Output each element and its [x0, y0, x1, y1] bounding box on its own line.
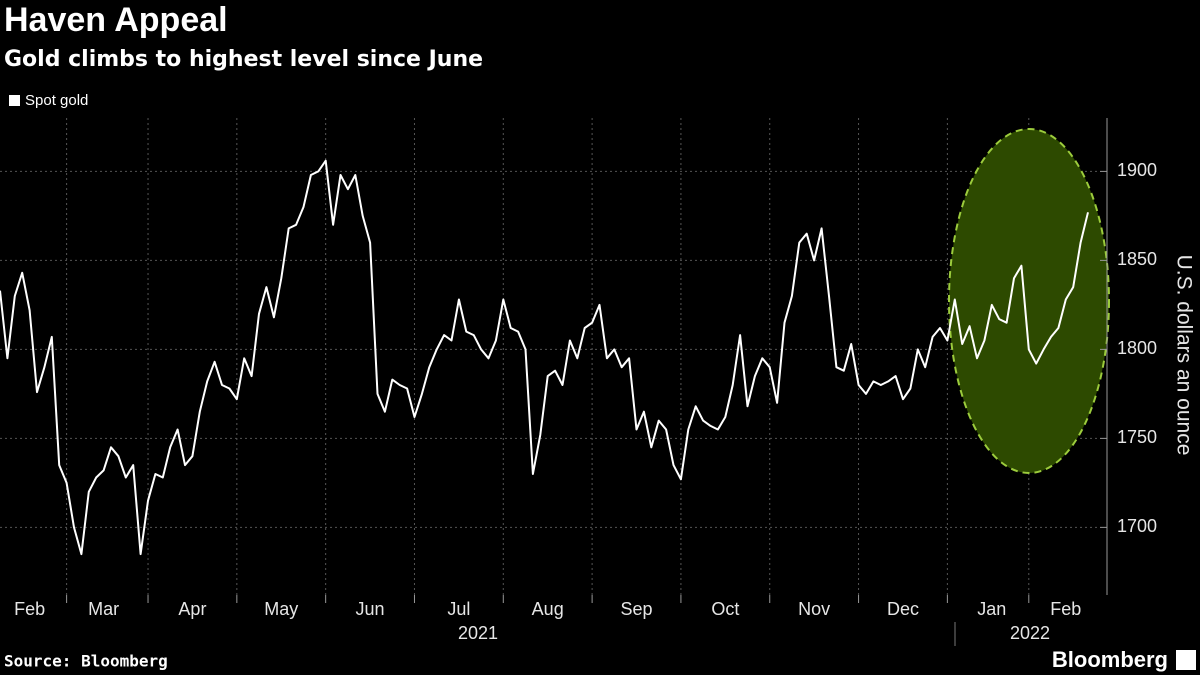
- x-tick-label: May: [264, 599, 298, 619]
- x-tick-label: Oct: [711, 599, 739, 619]
- year-label: 2022: [1010, 623, 1050, 643]
- brand: Bloomberg: [1052, 647, 1168, 672]
- chart-title: Haven Appeal: [4, 1, 228, 39]
- y-tick-label: 1900: [1117, 160, 1157, 180]
- x-tick-label: Nov: [798, 599, 830, 619]
- chart-subtitle: Gold climbs to highest level since June: [4, 47, 483, 72]
- y-tick-label: 1850: [1117, 249, 1157, 269]
- source: Source: Bloomberg: [4, 652, 168, 671]
- x-tick-label: Jun: [356, 599, 385, 619]
- data-line: [0, 159, 1089, 556]
- x-tick-label: Feb: [1050, 599, 1081, 619]
- x-tick-label: Aug: [532, 599, 564, 619]
- x-tick-label: Sep: [621, 599, 653, 619]
- legend-label: Spot gold: [25, 92, 88, 109]
- x-tick-label: Jul: [447, 599, 470, 619]
- x-tick-label: Dec: [887, 599, 919, 619]
- x-tick-label: Apr: [178, 599, 206, 619]
- y-tick-label: 1800: [1117, 338, 1157, 358]
- y-tick-label: 1750: [1117, 427, 1157, 447]
- year-label: 2021: [458, 623, 498, 643]
- brand-icon: [1176, 650, 1196, 670]
- x-tick-label: Mar: [88, 599, 119, 619]
- y-axis-title: U.S. dollars an ounce: [1172, 255, 1195, 456]
- x-tick-label: Feb: [14, 599, 45, 619]
- x-tick-label: Jan: [977, 599, 1006, 619]
- y-tick-label: 1700: [1117, 516, 1157, 536]
- highlight-ellipse: [948, 128, 1110, 474]
- legend-swatch: [9, 95, 20, 106]
